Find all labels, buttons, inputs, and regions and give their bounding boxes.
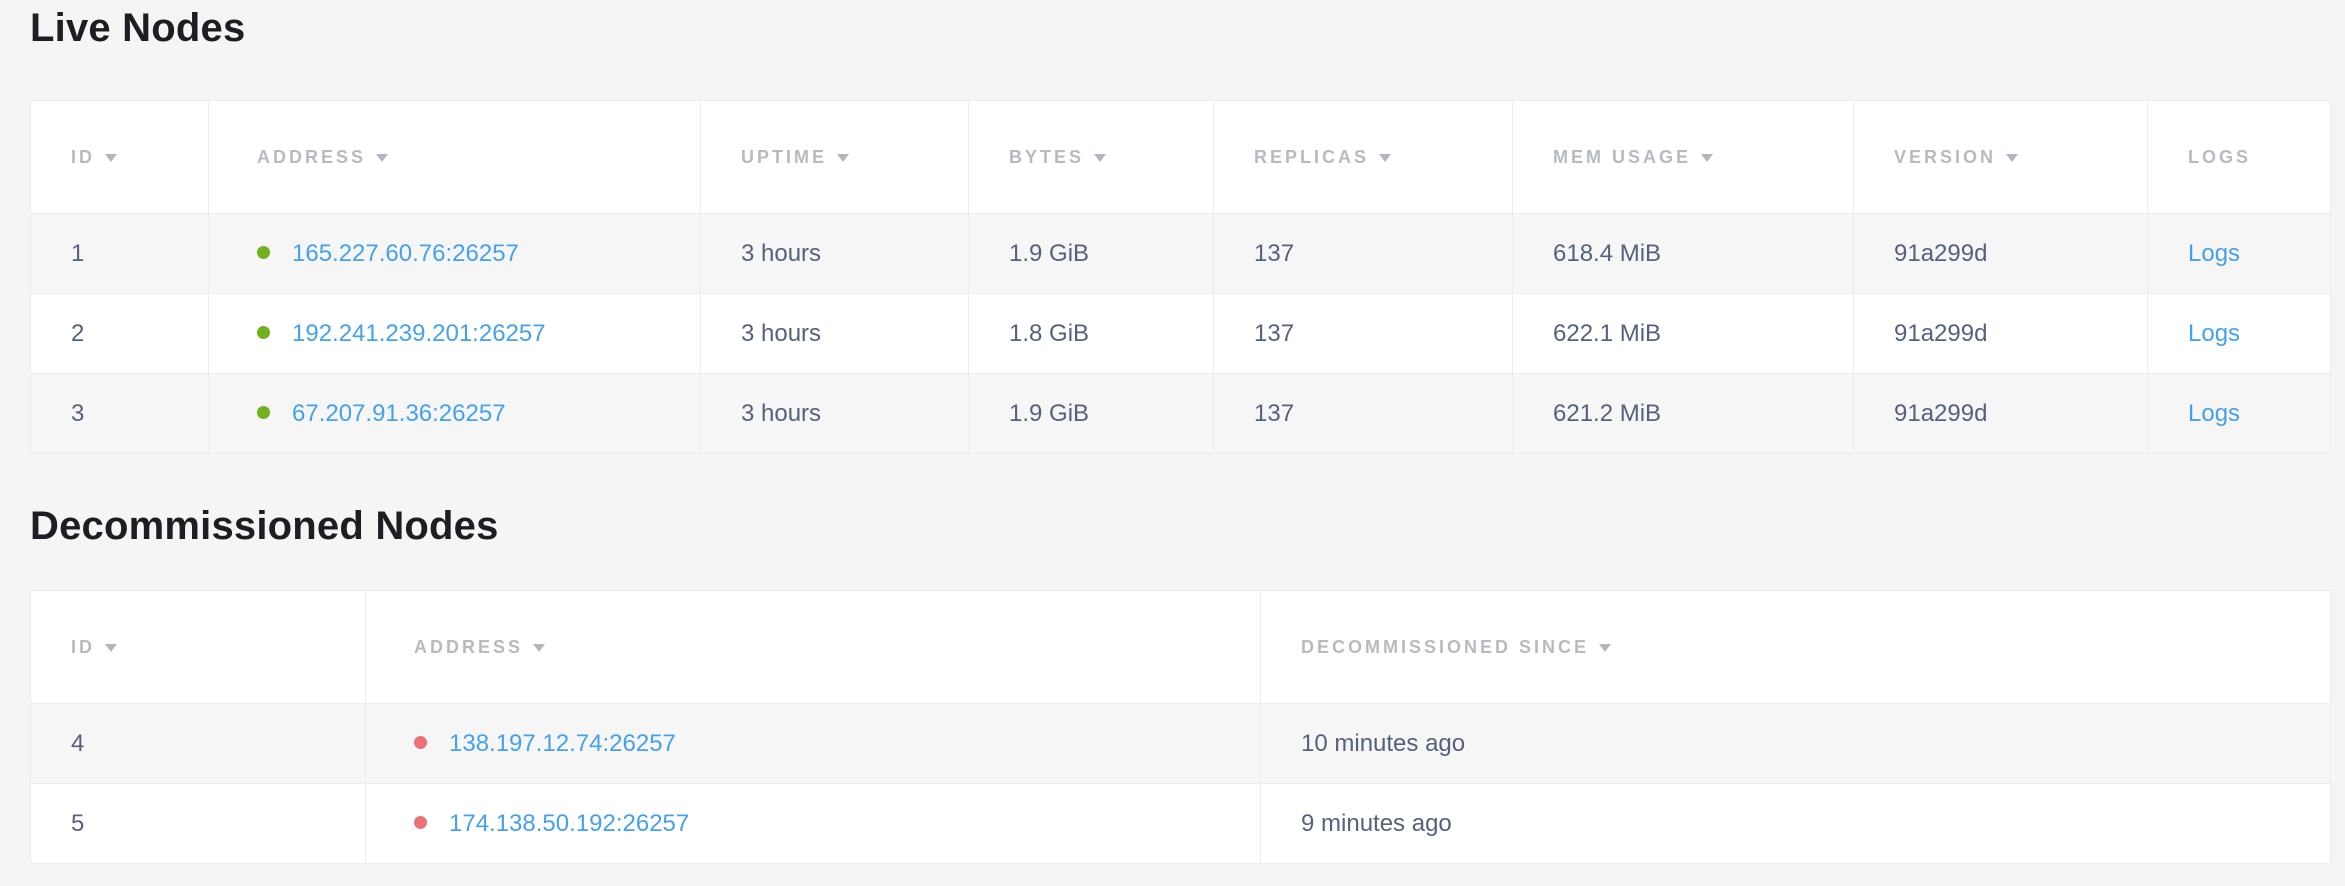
node-id-cell: 1 xyxy=(30,213,209,294)
logs-link[interactable]: Logs xyxy=(2188,239,2241,267)
sort-descending-icon xyxy=(2006,153,2019,162)
node-address-link[interactable]: 174.138.50.192:26257 xyxy=(449,809,690,837)
column-header-label: ID xyxy=(71,636,95,657)
node-live-status-icon xyxy=(257,246,270,260)
node-id-cell: 3 xyxy=(30,373,209,454)
column-header-label: VERSION xyxy=(1894,146,1997,167)
node-version-cell: 91a299d xyxy=(1853,213,2148,294)
node-replicas-cell: 137 xyxy=(1213,373,1513,454)
node-address-link[interactable]: 138.197.12.74:26257 xyxy=(449,729,676,757)
live-column-header-logs: LOGS xyxy=(2147,100,2331,214)
column-header-label: ADDRESS xyxy=(414,636,524,657)
column-header-label: ID xyxy=(71,146,95,167)
column-header-label: DECOMMISSIONED SINCE xyxy=(1301,636,1590,657)
node-replicas-cell: 137 xyxy=(1213,293,1513,374)
sort-descending-icon xyxy=(376,153,389,162)
live-nodes-header-row: ID ADDRESS UPTIME BYTES REPLICAS MEM USA… xyxy=(30,100,2331,214)
sort-descending-icon xyxy=(1379,153,1392,162)
node-logs-cell: Logs xyxy=(2147,373,2331,454)
node-id-cell: 5 xyxy=(30,783,366,864)
node-version-cell: 91a299d xyxy=(1853,373,2148,454)
column-header-label: MEM USAGE xyxy=(1553,146,1692,167)
table-row-node-3: 3 67.207.91.36:26257 3 hours 1.9 GiB 137… xyxy=(30,373,2331,454)
node-mem-usage-cell: 622.1 MiB xyxy=(1512,293,1854,374)
node-bytes-cell: 1.9 GiB xyxy=(968,213,1214,294)
node-uptime-cell: 3 hours xyxy=(700,213,969,294)
node-address-link[interactable]: 165.227.60.76:26257 xyxy=(292,239,519,267)
node-decommissioned-since-cell: 9 minutes ago xyxy=(1260,783,2331,864)
table-row-node-4: 4 138.197.12.74:26257 10 minutes ago xyxy=(30,703,2331,784)
live-column-header-address[interactable]: ADDRESS xyxy=(208,100,701,214)
decommissioned-column-header-address[interactable]: ADDRESS xyxy=(365,590,1261,704)
live-column-header-mem-usage[interactable]: MEM USAGE xyxy=(1512,100,1854,214)
node-id-cell: 2 xyxy=(30,293,209,374)
decommissioned-nodes-table: ID ADDRESS DECOMMISSIONED SINCE 4 138.19… xyxy=(30,590,2331,864)
node-decommissioned-status-icon xyxy=(414,736,427,750)
node-address-cell: 138.197.12.74:26257 xyxy=(365,703,1261,784)
node-decommissioned-since-cell: 10 minutes ago xyxy=(1260,703,2331,784)
live-column-header-uptime[interactable]: UPTIME xyxy=(700,100,969,214)
decommissioned-column-header-since[interactable]: DECOMMISSIONED SINCE xyxy=(1260,590,2331,704)
column-header-label: UPTIME xyxy=(741,146,828,167)
node-live-status-icon xyxy=(257,406,270,420)
node-id-cell: 4 xyxy=(30,703,366,784)
live-column-header-version[interactable]: VERSION xyxy=(1853,100,2148,214)
table-row-node-1: 1 165.227.60.76:26257 3 hours 1.9 GiB 13… xyxy=(30,213,2331,294)
column-header-label: LOGS xyxy=(2188,146,2252,167)
node-bytes-cell: 1.9 GiB xyxy=(968,373,1214,454)
decommissioned-nodes-title: Decommissioned Nodes xyxy=(30,504,499,548)
decommissioned-nodes-header-row: ID ADDRESS DECOMMISSIONED SINCE xyxy=(30,590,2331,704)
logs-link[interactable]: Logs xyxy=(2188,399,2241,427)
logs-link[interactable]: Logs xyxy=(2188,319,2241,347)
sort-descending-icon xyxy=(533,643,546,652)
table-row-node-2: 2 192.241.239.201:26257 3 hours 1.8 GiB … xyxy=(30,293,2331,374)
node-uptime-cell: 3 hours xyxy=(700,373,969,454)
node-address-cell: 192.241.239.201:26257 xyxy=(208,293,701,374)
live-nodes-title: Live Nodes xyxy=(30,6,246,50)
live-column-header-replicas[interactable]: REPLICAS xyxy=(1213,100,1513,214)
node-version-cell: 91a299d xyxy=(1853,293,2148,374)
column-header-label: REPLICAS xyxy=(1254,146,1370,167)
node-bytes-cell: 1.8 GiB xyxy=(968,293,1214,374)
sort-descending-icon xyxy=(105,153,117,162)
sort-descending-icon xyxy=(837,153,850,162)
decommissioned-column-header-id[interactable]: ID xyxy=(30,590,366,704)
column-header-label: ADDRESS xyxy=(257,146,367,167)
node-mem-usage-cell: 621.2 MiB xyxy=(1512,373,1854,454)
node-address-cell: 174.138.50.192:26257 xyxy=(365,783,1261,864)
live-column-header-id[interactable]: ID xyxy=(30,100,209,214)
node-replicas-cell: 137 xyxy=(1213,213,1513,294)
node-address-link[interactable]: 67.207.91.36:26257 xyxy=(292,399,506,427)
sort-descending-icon xyxy=(1701,153,1714,162)
sort-descending-icon xyxy=(105,643,117,652)
node-logs-cell: Logs xyxy=(2147,213,2331,294)
sort-descending-icon xyxy=(1599,643,1612,652)
node-address-link[interactable]: 192.241.239.201:26257 xyxy=(292,319,546,347)
column-header-label: BYTES xyxy=(1009,146,1085,167)
node-logs-cell: Logs xyxy=(2147,293,2331,374)
node-address-cell: 165.227.60.76:26257 xyxy=(208,213,701,294)
sort-descending-icon xyxy=(1094,153,1107,162)
table-row-node-5: 5 174.138.50.192:26257 9 minutes ago xyxy=(30,783,2331,864)
node-uptime-cell: 3 hours xyxy=(700,293,969,374)
live-nodes-table: ID ADDRESS UPTIME BYTES REPLICAS MEM USA… xyxy=(30,100,2331,454)
live-column-header-bytes[interactable]: BYTES xyxy=(968,100,1214,214)
node-decommissioned-status-icon xyxy=(414,816,427,830)
node-live-status-icon xyxy=(257,326,270,340)
node-address-cell: 67.207.91.36:26257 xyxy=(208,373,701,454)
node-mem-usage-cell: 618.4 MiB xyxy=(1512,213,1854,294)
